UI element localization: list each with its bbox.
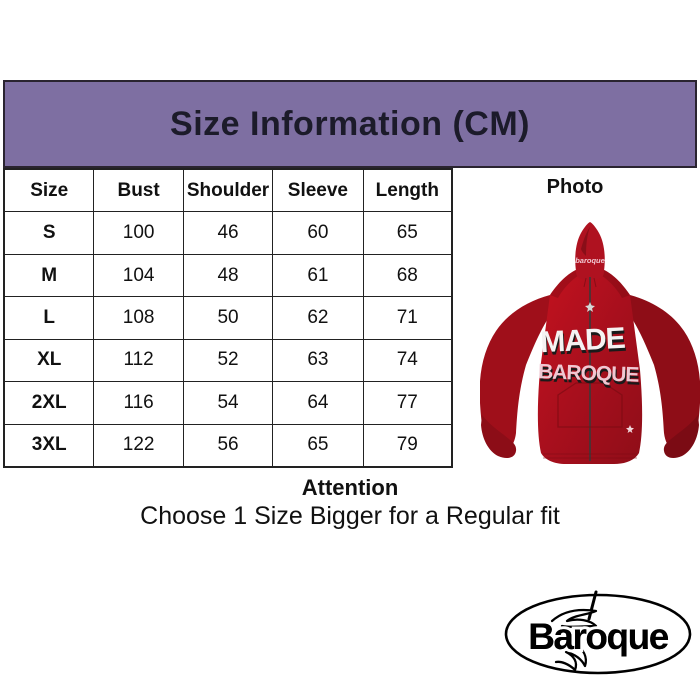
- svg-text:BAROQUE: BAROQUE: [538, 360, 640, 387]
- svg-text:baroque: baroque: [575, 256, 605, 265]
- svg-text:MADE: MADE: [540, 322, 626, 359]
- svg-text:Baroque: Baroque: [528, 616, 669, 657]
